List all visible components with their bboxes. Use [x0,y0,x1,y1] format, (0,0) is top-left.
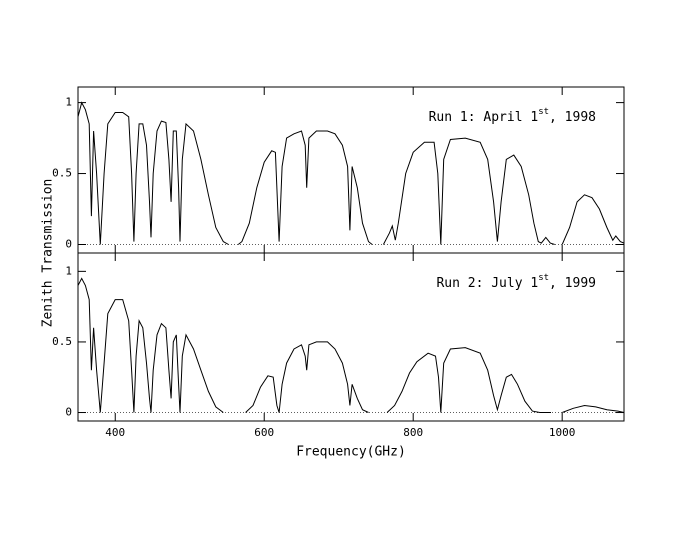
x-tick-label: 600 [254,426,274,439]
y-tick-label: 0 [65,406,72,419]
y-axis-label: Zenith Transmission [41,179,56,328]
annotation-text: , 1999 [549,276,596,291]
annotation-text: , 1998 [549,110,596,125]
y-tick-label: 1 [65,96,72,109]
annotation-text: Run 1: April 1 [429,110,539,125]
y-tick-label: 0.5 [52,167,72,180]
y-tick-label: 0.5 [52,335,72,348]
annotation-superscript: st [538,107,549,117]
transmission-line [77,277,625,413]
annotation-superscript: st [538,273,549,283]
x-axis-label: Frequency(GHz) [296,445,406,460]
x-tick-label: 800 [403,426,423,439]
y-tick-label: 1 [65,264,72,277]
x-tick-label: 400 [105,426,125,439]
x-tick-label: 1000 [549,426,576,439]
annotation: Run 2: July 1st, 1999 [436,273,596,291]
annotation: Run 1: April 1st, 1998 [429,107,596,125]
annotation-text: Run 2: July 1 [436,276,538,291]
transmission-line [77,101,625,245]
y-tick-label: 0 [65,237,72,250]
plot-frame [77,252,625,422]
